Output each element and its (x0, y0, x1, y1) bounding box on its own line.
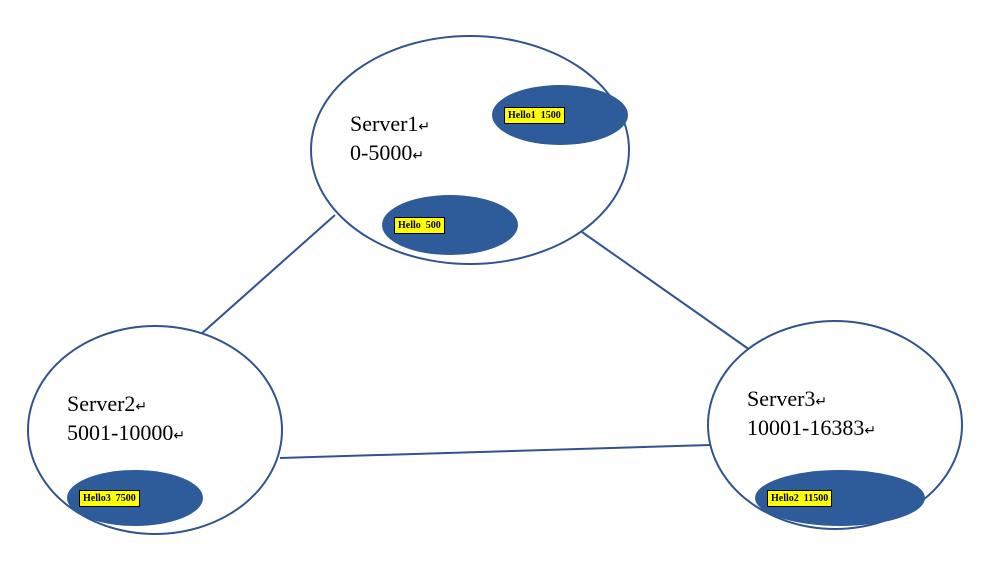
slot-key: Hello3 (83, 493, 111, 504)
node-range: 0-5000 (350, 140, 412, 165)
slot-tag-server3-0: Hello2 11500 (767, 490, 832, 507)
node-name: Server2 (67, 391, 135, 416)
node-label-server3: Server3↵10001-16383↵ (747, 385, 876, 442)
node-range: 10001-16383 (747, 415, 864, 440)
slot-key: Hello (398, 220, 421, 231)
return-icon: ↵ (173, 429, 185, 444)
node-name: Server3 (747, 386, 815, 411)
slot-value: 7500 (116, 493, 136, 504)
slot-key: Hello2 (771, 493, 799, 504)
return-icon: ↵ (864, 424, 876, 439)
return-icon: ↵ (412, 149, 424, 164)
node-name: Server1 (350, 111, 418, 136)
edge-server2-server3 (280, 445, 710, 458)
slot-tag-server2-0: Hello3 7500 (79, 490, 140, 507)
edge-server1-server3 (582, 232, 750, 350)
slot-value: 500 (426, 220, 441, 231)
node-label-server1: Server1↵0-5000↵ (350, 110, 430, 167)
slot-key: Hello1 (508, 110, 536, 121)
slot-tag-server1-0: Hello1 1500 (504, 107, 565, 124)
return-icon: ↵ (418, 120, 430, 135)
node-label-server2: Server2↵5001-10000↵ (67, 390, 185, 447)
slot-value: 1500 (541, 110, 561, 121)
edge-server1-server2 (200, 215, 335, 335)
slot-value: 11500 (804, 493, 828, 504)
node-range: 5001-10000 (67, 420, 173, 445)
return-icon: ↵ (135, 400, 147, 415)
slot-tag-server1-1: Hello 500 (394, 217, 445, 234)
server-cluster-diagram: Server1↵0-5000↵Hello1 1500Hello 500Serve… (0, 0, 1006, 568)
return-icon: ↵ (815, 395, 827, 410)
